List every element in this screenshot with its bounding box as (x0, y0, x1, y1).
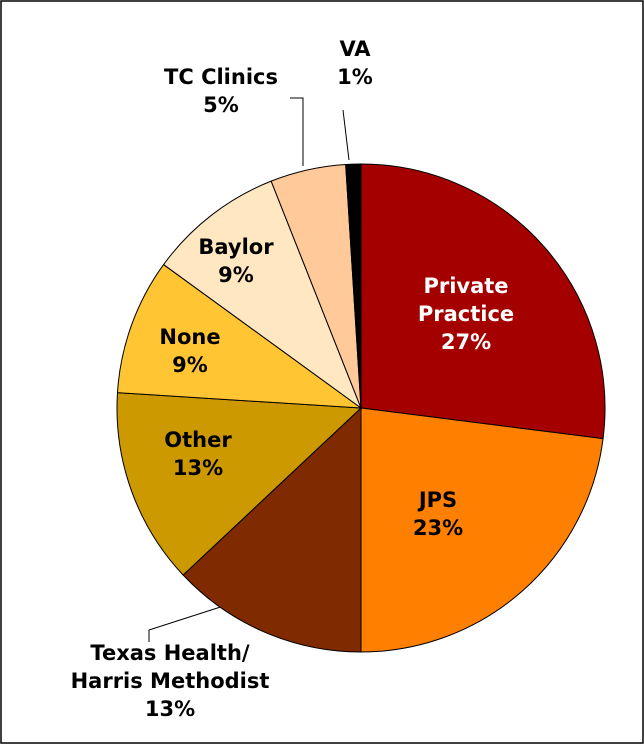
leader-line (290, 97, 304, 166)
pie-slice (162, 180, 363, 410)
pie-slice (345, 163, 362, 409)
slice-label: None (159, 325, 220, 349)
value-label: 9% (172, 353, 208, 377)
value-label: 27% (441, 330, 491, 354)
slice-label-line: Private (423, 274, 508, 298)
slice-label: Other (164, 428, 232, 452)
slice-label-line: TC Clinics (164, 65, 278, 89)
value-label: 5% (203, 93, 239, 117)
pie-slice (360, 163, 606, 440)
value-label: 13% (173, 456, 223, 480)
slice-label-line: None (159, 325, 220, 349)
pie-slice (116, 392, 363, 576)
value-label: 9% (218, 263, 254, 287)
slice-label-line: VA (339, 37, 371, 61)
leader-line (342, 109, 350, 161)
slice-label: Private Practice (418, 274, 514, 326)
pie-slice (360, 407, 604, 653)
slice-label-line: JPS (417, 488, 457, 512)
slice-label: TC Clinics (164, 65, 278, 89)
slice-label: JPS (417, 488, 457, 512)
value-label: 13% (145, 697, 195, 721)
slice-label-line: Texas Health/ (90, 641, 249, 665)
slice-label-line: Other (164, 428, 232, 452)
value-label: 23% (413, 516, 463, 540)
value-label: 1% (337, 65, 373, 89)
pie-slice (182, 406, 362, 653)
pie-slice (116, 263, 363, 409)
leader-line (148, 601, 237, 642)
slice-label: Texas Health/Harris Methodist (71, 641, 270, 693)
slice-label: VA (339, 37, 371, 61)
slice-label-line: Harris Methodist (71, 669, 270, 693)
slice-label: Baylor (198, 235, 274, 259)
slice-label-line: Practice (418, 302, 514, 326)
slice-label-line: Baylor (198, 235, 274, 259)
